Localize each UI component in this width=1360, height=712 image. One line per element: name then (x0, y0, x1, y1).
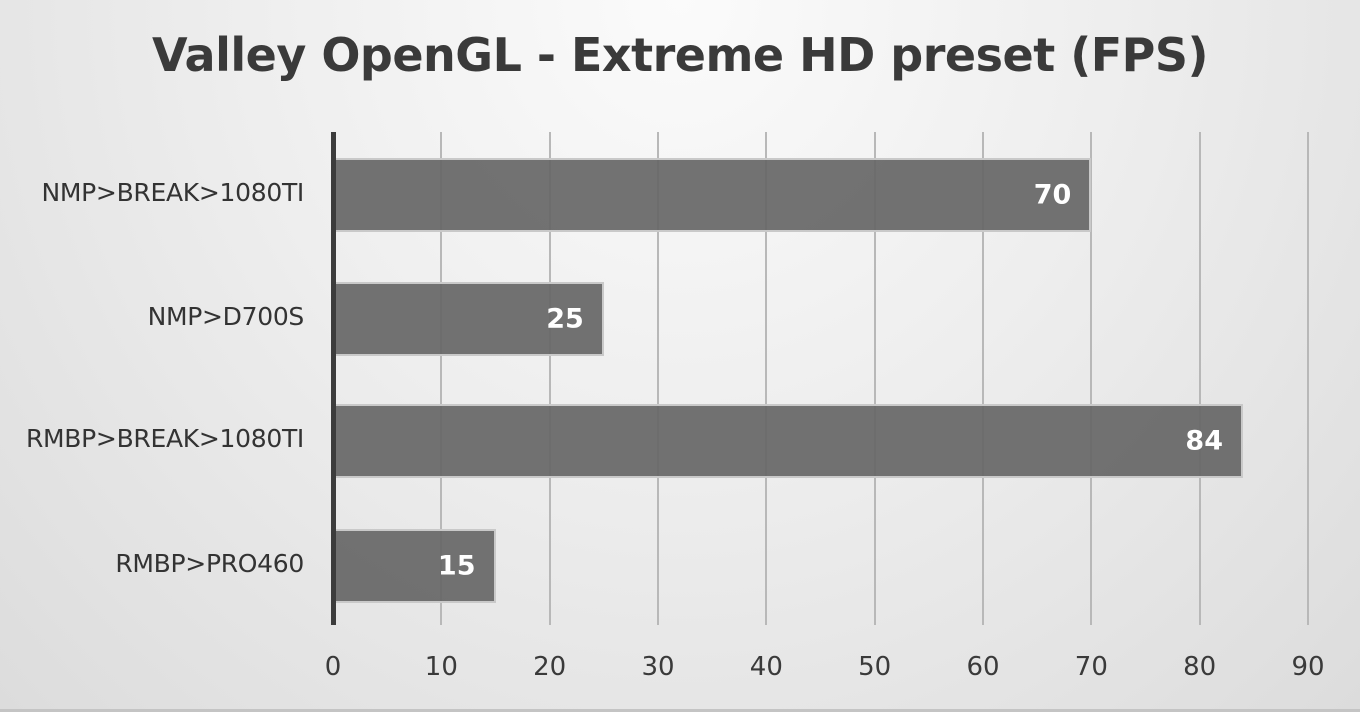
chart-title: Valley OpenGL - Extreme HD preset (FPS) (151, 28, 1209, 82)
x-tick-label: 90 (1291, 652, 1325, 682)
x-tick-label: 50 (858, 652, 892, 682)
gridline (765, 132, 768, 625)
bar: 15 (333, 529, 496, 603)
bar: 84 (333, 404, 1243, 478)
x-tick-label: 70 (1074, 652, 1108, 682)
gridline (1090, 132, 1093, 625)
gridline (1198, 132, 1201, 625)
gridline (548, 132, 551, 625)
bar-value-label: 25 (546, 303, 584, 335)
gridline (982, 132, 984, 625)
gridline (440, 132, 443, 625)
x-tick-label: 60 (966, 652, 1000, 682)
bar-value-label: 15 (437, 550, 476, 582)
plot-area: 70 25 84 15 (331, 132, 1309, 625)
bar-value-label: 70 (1033, 179, 1072, 211)
category-label: NMP>D700S (147, 302, 305, 331)
category-label: RMBP>BREAK>1080TI (25, 424, 304, 453)
bar: 25 (333, 282, 604, 356)
x-tick-label: 20 (533, 652, 567, 682)
bar: 70 (333, 158, 1092, 232)
gridline (873, 132, 876, 625)
bar-value-label: 84 (1185, 425, 1223, 457)
x-tick-label: 30 (641, 652, 675, 682)
x-tick-label: 80 (1183, 652, 1217, 682)
y-axis-line (331, 132, 336, 625)
category-label: RMBP>PRO460 (115, 549, 304, 578)
x-tick-label: 0 (324, 652, 342, 682)
gridline (1307, 132, 1309, 625)
bottom-border (0, 709, 1360, 712)
gridline (657, 132, 659, 625)
x-tick-label: 10 (424, 652, 458, 682)
category-label: NMP>BREAK>1080TI (41, 178, 304, 207)
x-tick-label: 40 (749, 652, 783, 682)
